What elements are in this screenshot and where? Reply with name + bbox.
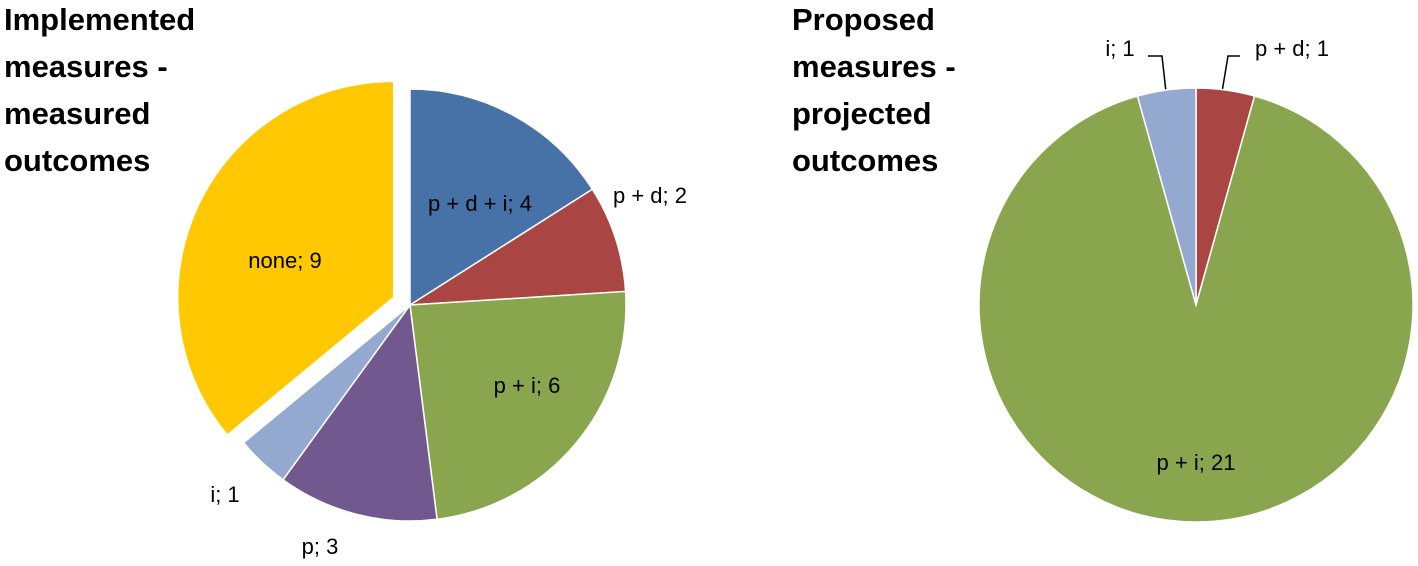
pie-slice bbox=[409, 290, 627, 521]
chart-title: Proposed measures - projected outcomes bbox=[792, 2, 956, 178]
data-label: p + d + i; 4 bbox=[428, 191, 532, 216]
data-label: p + i; 6 bbox=[494, 373, 561, 398]
pie-slice bbox=[978, 95, 1414, 523]
chart-title: Implemented measures - measured outcomes bbox=[4, 2, 196, 178]
pie-slice bbox=[176, 80, 395, 437]
pie-slice bbox=[409, 188, 627, 306]
leader-line bbox=[1148, 55, 1167, 93]
pie-slice bbox=[1136, 87, 1197, 306]
pie-slice bbox=[281, 303, 438, 522]
leader-line bbox=[1221, 55, 1240, 93]
data-label: p + d; 2 bbox=[613, 183, 687, 208]
data-label: i; 1 bbox=[1105, 36, 1134, 61]
data-label: p; 3 bbox=[302, 534, 339, 559]
pie-slice bbox=[242, 304, 411, 481]
data-label: none; 9 bbox=[248, 248, 321, 273]
data-label: p + d; 1 bbox=[1255, 36, 1329, 61]
data-label: i; 1 bbox=[210, 482, 239, 507]
pie-slice bbox=[409, 88, 594, 307]
data-label: p + i; 21 bbox=[1157, 450, 1236, 475]
